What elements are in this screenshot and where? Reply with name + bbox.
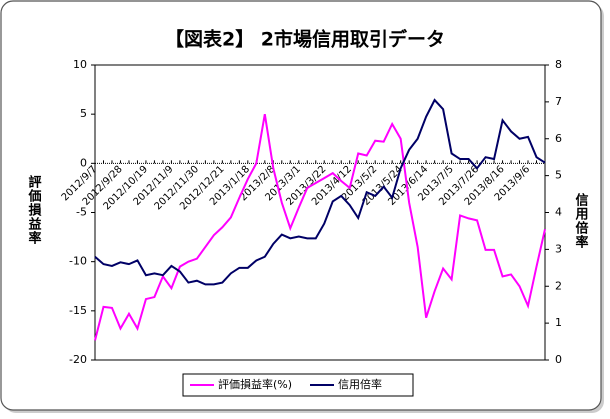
series-line — [94, 113, 546, 341]
y2-tick-label: 6 — [555, 132, 562, 145]
y-tick-label: 5 — [80, 107, 87, 120]
series-line — [94, 98, 546, 286]
legend-label: 信用倍率 — [338, 377, 382, 391]
legend-label: 評価損益率(%) — [218, 377, 292, 391]
y2-tick-label: 5 — [555, 169, 562, 182]
y2-tick-label: 8 — [555, 58, 562, 71]
chart-title: 【図表2】 2市場信用取引データ — [165, 28, 445, 51]
frame — [0, 0, 602, 411]
y2-tick-label: 3 — [555, 242, 562, 255]
y2-tick-label: 0 — [555, 353, 562, 366]
y-tick-label: -10 — [69, 255, 87, 268]
y-tick-label: 10 — [73, 58, 87, 71]
y2-tick-label: 1 — [555, 316, 562, 329]
y2-axis-label: 信用倍率 — [573, 192, 590, 249]
legend — [182, 373, 414, 397]
y-tick-label: -15 — [69, 304, 87, 317]
y2-tick-label: 4 — [555, 206, 562, 219]
y-axis-label: 評価損益率 — [26, 174, 43, 245]
y-tick-label: -20 — [69, 353, 87, 366]
y2-tick-label: 2 — [555, 279, 562, 292]
y2-tick-label: 7 — [555, 95, 562, 108]
y-tick-label: 0 — [80, 156, 87, 169]
y-tick-label: -5 — [76, 206, 87, 219]
